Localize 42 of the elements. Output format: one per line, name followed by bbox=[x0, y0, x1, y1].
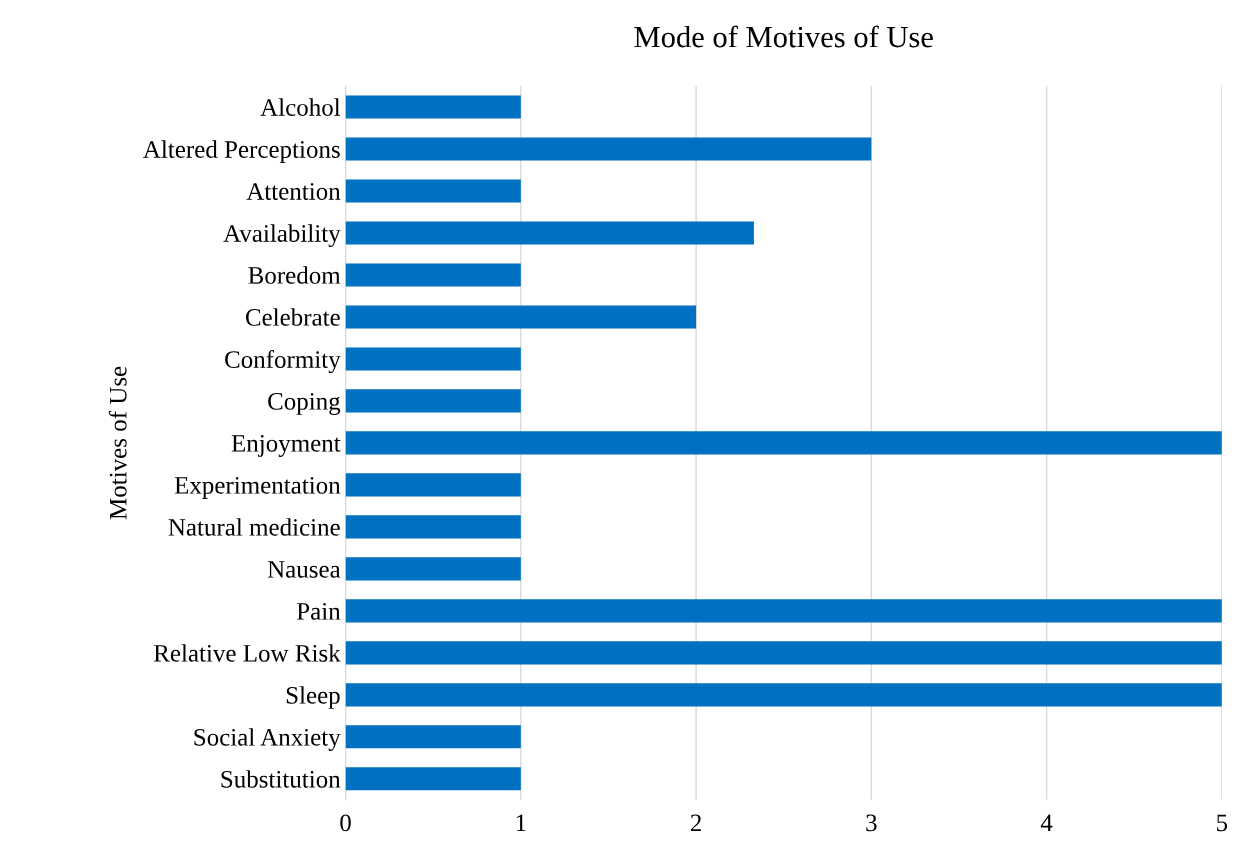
x-tick-label: 1 bbox=[516, 814, 526, 832]
bar bbox=[345, 95, 521, 119]
x-tick-label: 0 bbox=[340, 814, 351, 832]
bar bbox=[345, 557, 521, 581]
bar bbox=[345, 767, 521, 791]
y-tick-label: Celebrate bbox=[245, 308, 340, 326]
y-tick-label: Relative Low Risk bbox=[153, 644, 341, 662]
y-tick-label: Boredom bbox=[248, 266, 341, 284]
y-tick-label: Substitution bbox=[221, 770, 341, 788]
y-axis-title: Motives of Use bbox=[108, 366, 127, 520]
y-tick-label: Sleep bbox=[286, 686, 340, 709]
x-tick-label: 2 bbox=[690, 814, 701, 832]
bar bbox=[345, 641, 1222, 665]
y-tick-label: Natural medicine bbox=[168, 518, 340, 536]
y-tick-label: Alcohol bbox=[260, 98, 341, 116]
chart-title: Mode of Motives of Use bbox=[634, 25, 933, 48]
y-tick-label: Nausea bbox=[267, 561, 341, 578]
y-tick-label: Experimentation bbox=[174, 477, 341, 499]
x-tick-label: 3 bbox=[866, 814, 877, 832]
bar bbox=[345, 473, 521, 497]
y-tick-label: Coping bbox=[268, 393, 341, 415]
bar bbox=[345, 347, 521, 371]
y-tick-label: Enjoyment bbox=[231, 434, 341, 457]
y-tick-label: Social Anxiety bbox=[194, 728, 341, 751]
bar bbox=[345, 389, 521, 413]
bar bbox=[345, 515, 521, 539]
y-tick-label: Conformity bbox=[225, 350, 341, 374]
bar bbox=[345, 725, 521, 749]
bar bbox=[345, 305, 697, 329]
bar bbox=[345, 683, 1222, 707]
bar bbox=[345, 263, 521, 287]
y-tick-label: Pain bbox=[296, 602, 341, 620]
x-tick-label: 4 bbox=[1040, 814, 1053, 832]
bar bbox=[345, 179, 521, 203]
bar bbox=[345, 137, 872, 161]
x-tick-label: 5 bbox=[1217, 814, 1228, 832]
bar bbox=[345, 431, 1222, 455]
bar bbox=[345, 221, 754, 245]
y-tick-label: Altered Perceptions bbox=[143, 140, 340, 163]
y-tick-label: Attention bbox=[246, 183, 341, 200]
bar bbox=[345, 599, 1222, 623]
y-tick-label: Availability bbox=[223, 224, 341, 248]
